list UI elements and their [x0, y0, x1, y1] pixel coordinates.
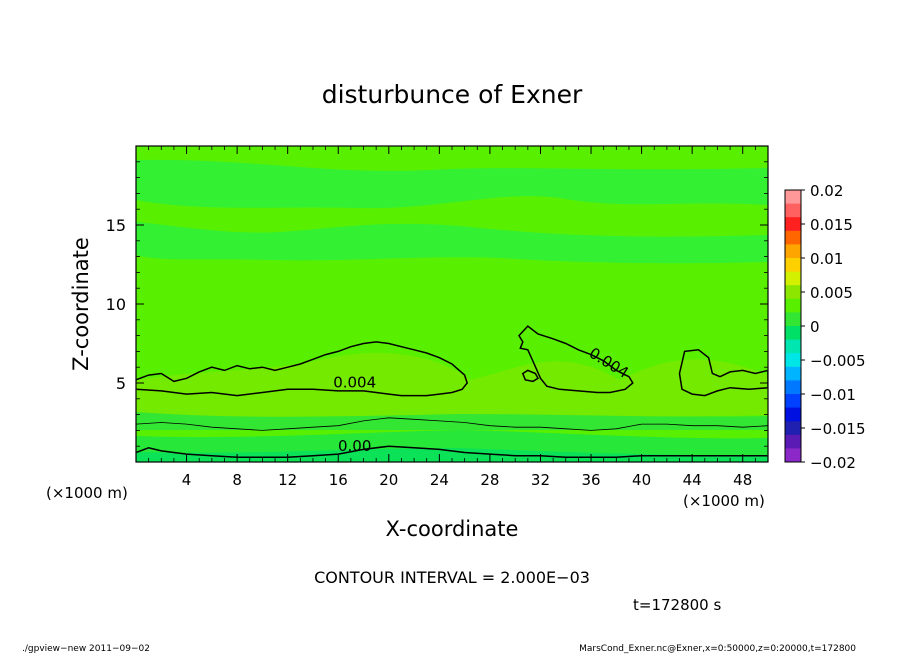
colorbar-swatch-17 — [785, 421, 801, 436]
x-tick-label-2: 12 — [278, 471, 297, 489]
x-axis-label: X-coordinate — [386, 517, 519, 541]
time-label: t=172800 s — [633, 596, 721, 614]
x-tick-label-6: 28 — [480, 471, 499, 489]
colorbar-swatch-11 — [785, 339, 801, 354]
colorbar-swatch-10 — [785, 326, 801, 341]
colorbar-swatch-4 — [785, 244, 801, 259]
colorbar-swatch-15 — [785, 394, 801, 409]
colorbar-label-2: 0.01 — [810, 250, 843, 268]
x-tick-label-4: 20 — [379, 471, 398, 489]
x-tick-label-10: 44 — [683, 471, 702, 489]
contour-interval: CONTOUR INTERVAL = 2.000E−03 — [314, 568, 590, 587]
contour-line-4 — [136, 417, 768, 431]
contour-line-5 — [136, 445, 768, 459]
field-layers — [136, 146, 768, 462]
y-axis-unit: (×1000 m) — [46, 484, 128, 502]
colorbar-swatch-14 — [785, 380, 801, 395]
y-axis-label: Z-coordinate — [69, 237, 93, 371]
colorbar-swatch-8 — [785, 298, 801, 313]
colorbar-swatch-19 — [785, 448, 801, 463]
x-tick-label-1: 8 — [232, 471, 242, 489]
x-tick-label-3: 16 — [329, 471, 348, 489]
chart-title: disturbunce of Exner — [322, 80, 583, 109]
footer-left: ./gpview−new 2011−09−02 — [22, 644, 150, 654]
colorbar-swatch-9 — [785, 312, 801, 327]
colorbar-label-7: −0.015 — [810, 420, 866, 438]
colorbar-swatch-0 — [785, 190, 801, 205]
lower-band-light — [136, 352, 768, 420]
colorbar-swatch-13 — [785, 366, 801, 381]
colorbar-swatch-3 — [785, 230, 801, 245]
colorbar-swatch-1 — [785, 203, 801, 218]
colorbar-swatch-7 — [785, 285, 801, 300]
colorbar-swatch-2 — [785, 217, 801, 232]
contour-label-2: 0.00 — [338, 437, 371, 455]
x-tick-label-0: 4 — [182, 471, 192, 489]
colorbar-label-3: 0.005 — [810, 284, 853, 302]
x-tick-label-11: 48 — [733, 471, 752, 489]
colorbar-label-6: −0.01 — [810, 386, 856, 404]
green-band-3 — [136, 448, 768, 462]
footer-right: MarsCond_Exner.nc@Exner,x=0:50000,z=0:20… — [579, 644, 856, 654]
x-tick-label-7: 32 — [531, 471, 550, 489]
contour-lines — [136, 325, 768, 459]
contour-line-0 — [136, 341, 469, 397]
x-tick-label-9: 40 — [632, 471, 651, 489]
upper-band — [136, 159, 768, 209]
contour-line-1 — [518, 325, 634, 394]
colorbar-swatch-18 — [785, 434, 801, 449]
x-tick-label-5: 24 — [430, 471, 449, 489]
x-tick-label-8: 36 — [581, 471, 600, 489]
colorbar-label-5: −0.005 — [810, 352, 866, 370]
colorbar: 0.02 0.015 0.01 0.005 0 −0.005 −0.01 −0.015 −0.0… — [784, 182, 866, 472]
green-band-1 — [136, 412, 768, 430]
contour-line-3 — [678, 349, 768, 397]
colorbar-label-0: 0.02 — [810, 182, 843, 200]
y-tick-label-2: 15 — [106, 216, 126, 235]
contour-label-0: 0.004 — [333, 374, 376, 392]
mid-band — [136, 222, 768, 264]
y-tick-label-0: 5 — [116, 374, 126, 393]
colorbar-label-8: −0.02 — [810, 454, 856, 472]
colorbar-label-4: 0 — [810, 318, 820, 336]
contour-line-2 — [521, 369, 539, 383]
colorbar-label-1: 0.015 — [810, 216, 853, 234]
colorbar-swatch-16 — [785, 407, 801, 422]
y-tick-label-1: 10 — [106, 295, 126, 314]
colorbar-swatch-6 — [785, 271, 801, 286]
colorbar-swatch-12 — [785, 353, 801, 368]
colorbar-swatch-5 — [785, 258, 801, 273]
x-axis-unit: (×1000 m) — [683, 492, 765, 510]
